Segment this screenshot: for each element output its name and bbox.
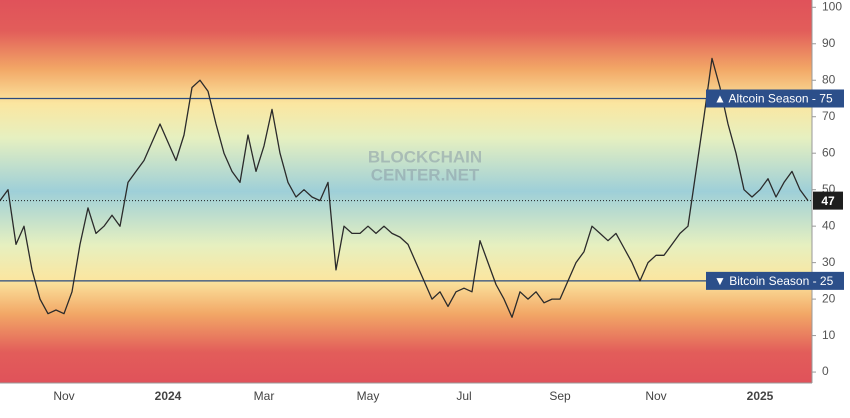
y-tick-label: 60 <box>822 145 836 159</box>
y-tick-label: 20 <box>822 291 836 305</box>
watermark: CENTER.NET <box>371 165 480 184</box>
y-tick-label: 70 <box>822 109 836 123</box>
reference-label: ▼ Bitcoin Season - 25 <box>714 274 834 288</box>
data-line <box>0 57 809 318</box>
y-tick-label: 0 <box>822 364 829 378</box>
x-tick-label: Mar <box>254 389 275 403</box>
y-tick-label: 30 <box>822 255 836 269</box>
current-label-box <box>813 191 843 210</box>
current-label: 47 <box>821 194 835 208</box>
y-tick-label: 10 <box>822 328 836 342</box>
y-tick-label: 80 <box>822 72 836 86</box>
reference-label: ▲ Altcoin Season - 75 <box>714 92 833 106</box>
y-tick-label: 100 <box>822 0 842 13</box>
x-tick-label: Nov <box>645 389 666 403</box>
y-tick-label: 40 <box>822 218 836 232</box>
reference-label-box <box>706 271 844 290</box>
x-tick-label: May <box>357 389 380 403</box>
y-tick-label: 90 <box>822 36 836 50</box>
x-tick-label: Nov <box>53 389 74 403</box>
watermark: BLOCKCHAIN <box>368 147 482 166</box>
x-tick-label: Jul <box>456 389 471 403</box>
plot-background <box>0 0 812 383</box>
x-tick-label: 2024 <box>155 389 182 403</box>
reference-label-box <box>706 89 844 108</box>
x-tick-label: 2025 <box>747 389 774 403</box>
x-tick-label: Sep <box>549 389 571 403</box>
